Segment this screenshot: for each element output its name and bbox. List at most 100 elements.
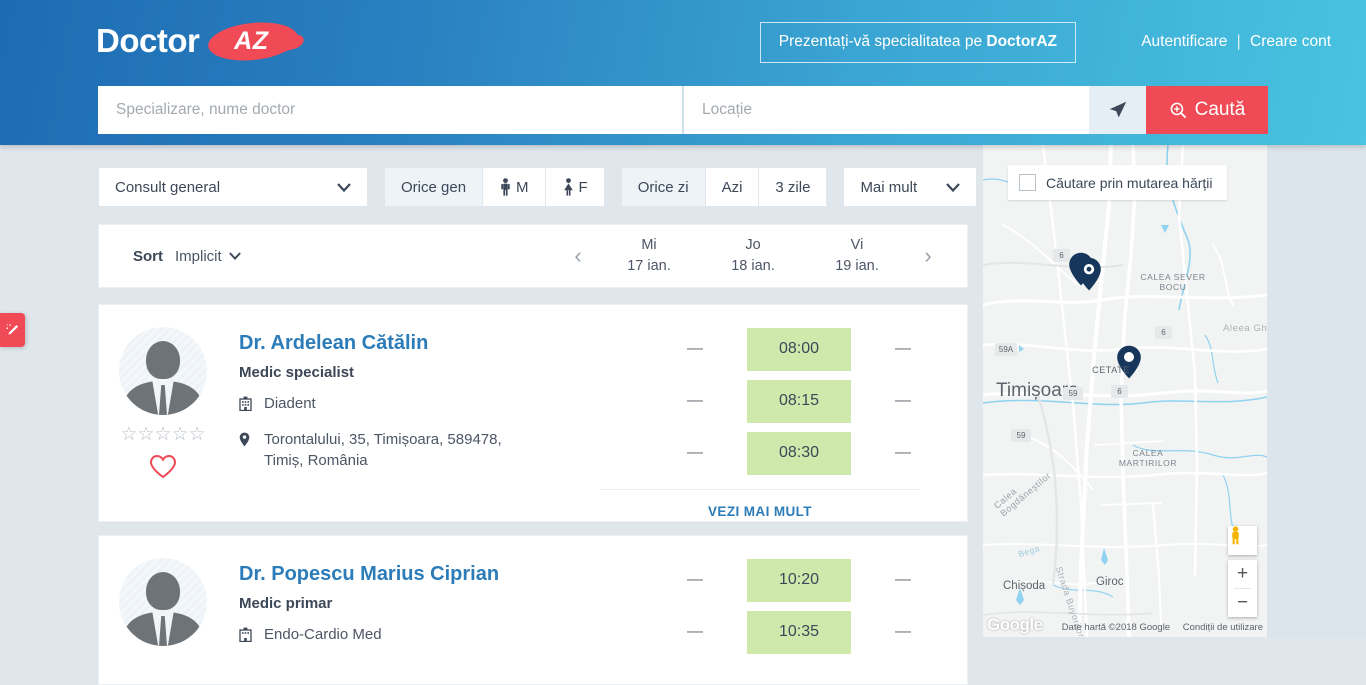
route-shield: 6 [1053, 249, 1070, 262]
register-link[interactable]: Creare cont [1250, 33, 1331, 50]
sort-select[interactable]: Implicit [175, 248, 241, 265]
route-shield: 59 [1011, 429, 1031, 442]
see-more-link[interactable]: VEZI MAI MULT [600, 489, 920, 519]
female-icon [563, 178, 573, 196]
day-today-label: Azi [721, 178, 743, 196]
slot-cell-mi: — [643, 571, 747, 589]
consult-type-label: Consult general [115, 178, 221, 196]
navigation-arrow-icon[interactable] [1089, 86, 1146, 134]
slot-cell-vi: — [851, 571, 955, 589]
day-any-button[interactable]: Orice zi [620, 167, 706, 207]
day-today-button[interactable]: Azi [705, 167, 760, 207]
slot-button[interactable]: 08:30 [747, 431, 851, 475]
slot-cell-jo: 08:00 [747, 327, 851, 371]
doctor-name[interactable]: Dr. Popescu Marius Ciprian [239, 563, 500, 585]
sort-value-label: Implicit [175, 247, 222, 265]
heart-outline-icon[interactable] [149, 454, 177, 484]
chevron-left-icon[interactable]: ‹ [574, 243, 582, 268]
chevron-right-icon[interactable]: › [924, 243, 932, 268]
map-road-label: Aleea Ghir [1223, 323, 1267, 334]
avatar-placeholder-icon [119, 327, 207, 415]
slot-button[interactable]: 10:35 [747, 610, 851, 654]
gender-any-button[interactable]: Orice gen [384, 167, 484, 207]
consult-type-select[interactable]: Consult general [98, 167, 368, 207]
logo[interactable]: Doctor AZ [96, 17, 306, 65]
slot-button[interactable]: 10:20 [747, 558, 851, 602]
slot-empty: — [895, 571, 911, 588]
day-three-button[interactable]: 3 zile [759, 167, 828, 207]
logo-az-badge: AZ [206, 17, 306, 65]
promo-prefix: Prezentați-vă specialitatea pe [778, 33, 987, 50]
doctor-name[interactable]: Dr. Ardelean Cătălin [239, 332, 429, 354]
map-town-label: Chișoda [1003, 580, 1046, 592]
filter-bar: Consult general Orice gen M [98, 167, 978, 207]
rating-stars[interactable]: ☆☆☆☆☆ [120, 424, 206, 445]
date-column-1[interactable]: Jo 18 ian. [701, 235, 805, 277]
slot-row: — 08:00 — [593, 323, 967, 375]
slot-empty: — [895, 340, 911, 357]
gender-female-button[interactable]: F [545, 167, 605, 207]
slot-row: — 10:20 — [593, 554, 967, 606]
promo-banner[interactable]: Prezentați-vă specialitatea pe DoctorAZ [759, 22, 1076, 63]
search-button-label: Caută [1194, 99, 1246, 120]
map-district-label: CETATE [1092, 365, 1130, 375]
checkbox-square[interactable] [1019, 174, 1036, 191]
slot-empty: — [687, 623, 703, 640]
doctor-card-left: ☆☆☆☆☆ [99, 305, 227, 521]
auth-links: Autentificare | Creare cont [1141, 33, 1331, 51]
pegman-icon[interactable] [1228, 526, 1257, 555]
search-on-map-move-checkbox[interactable]: Căutare prin mutarea hărții [1008, 165, 1227, 200]
search-input[interactable] [98, 86, 684, 134]
slot-empty: — [895, 392, 911, 409]
slot-row: — 10:35 — [593, 606, 967, 658]
map-pin-icon [239, 430, 253, 471]
chevron-down-icon [228, 252, 241, 260]
right-filler [1267, 145, 1366, 637]
google-logo: Google [987, 615, 1043, 634]
zoom-in-button[interactable]: + [1236, 563, 1249, 584]
route-shield: 59A [995, 343, 1017, 356]
login-link[interactable]: Autentificare [1141, 33, 1228, 50]
doctor-card[interactable]: ☆☆☆☆☆ Dr. Ardelean Cătălin Medic special… [98, 304, 968, 522]
gender-filter-group: Orice gen M [384, 167, 605, 207]
slot-cell-vi: — [851, 623, 955, 641]
slot-empty: — [687, 444, 703, 461]
slot-cell-vi: — [851, 444, 955, 462]
route-shield: 6 [1111, 385, 1128, 398]
search-on-map-move-label: Căutare prin mutarea hărții [1046, 174, 1213, 191]
date-column-2[interactable]: Vi 19 ian. [805, 235, 909, 277]
doctor-card[interactable]: Dr. Popescu Marius Ciprian Medic primar … [98, 535, 968, 685]
map-terms-link[interactable]: Condiții de utilizare [1182, 622, 1263, 633]
doctor-slots: — 10:20 — — 10:35 — [592, 536, 967, 684]
slot-cell-jo: 08:30 [747, 431, 851, 475]
site-header: Doctor AZ Prezentați-vă specialitatea pe… [0, 0, 1366, 145]
doctor-clinic: Diadent [264, 395, 316, 412]
slot-empty: — [895, 444, 911, 461]
results-map[interactable]: Căutare prin mutarea hărții CALEA SEVER … [983, 145, 1267, 637]
slot-cell-mi: — [643, 623, 747, 641]
location-input[interactable] [684, 86, 1089, 134]
doctor-address-line: Torontalului, 35, Timișoara, 589478, Tim… [239, 430, 539, 471]
zoom-out-button[interactable]: − [1236, 592, 1249, 613]
date-column-0[interactable]: Mi 17 ian. [597, 235, 701, 277]
map-pin[interactable] [1076, 257, 1102, 291]
slot-button[interactable]: 08:15 [747, 379, 851, 423]
gender-male-button[interactable]: M [483, 167, 546, 207]
search-button[interactable]: Caută [1146, 86, 1268, 134]
date-weekday: Mi [641, 236, 657, 253]
male-icon [501, 178, 510, 196]
search-bar: Caută [98, 86, 1268, 134]
route-shield: 6 [1155, 326, 1172, 339]
route-shield: 59 [1063, 387, 1083, 400]
date-day: 18 ian. [731, 258, 775, 274]
more-filters-select[interactable]: Mai mult [843, 167, 978, 207]
map-pin[interactable] [1116, 345, 1142, 379]
magnifier-plus-icon [1169, 101, 1188, 120]
chevron-down-icon [946, 182, 961, 192]
map-zoom-controls: + − [1228, 560, 1257, 617]
doctor-card-info: Dr. Popescu Marius Ciprian Medic primar … [227, 536, 592, 684]
slot-button[interactable]: 08:00 [747, 327, 851, 371]
magic-wand-icon[interactable] [0, 313, 25, 347]
gender-male-label: M [516, 178, 529, 196]
slot-cell-jo: 10:20 [747, 558, 851, 602]
